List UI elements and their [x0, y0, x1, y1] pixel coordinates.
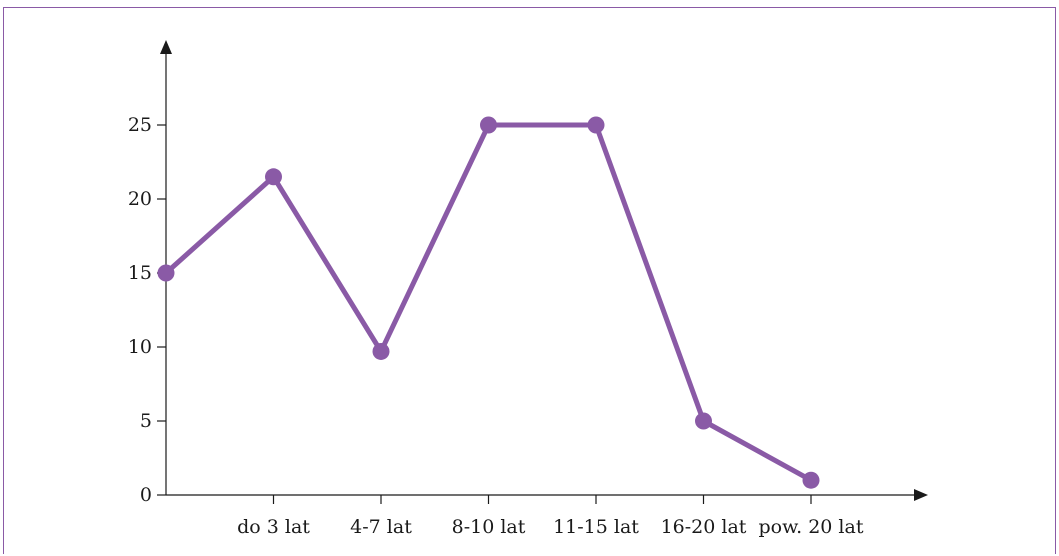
data-point — [802, 471, 820, 489]
y-tick-label: 10 — [128, 336, 152, 358]
data-point — [372, 342, 390, 360]
y-tick-label: 5 — [140, 410, 152, 432]
series-line — [163, 122, 814, 483]
data-point — [480, 116, 497, 134]
y-ticks: 0 5 10 15 20 25 — [128, 114, 166, 506]
x-axis-arrow-icon — [914, 489, 928, 501]
data-point — [157, 264, 175, 282]
x-tick-label: 16-20 lat — [661, 516, 747, 538]
data-point — [587, 116, 605, 134]
y-tick-label: 0 — [140, 484, 152, 506]
data-point — [265, 168, 282, 186]
x-tick-label: 4-7 lat — [350, 516, 412, 538]
x-ticks: do 3 lat 4-7 lat 8-10 lat 11-15 lat 16-20 la… — [237, 495, 864, 538]
y-tick-label: 25 — [128, 114, 152, 136]
x-tick-label: do 3 lat — [237, 516, 310, 538]
data-point — [695, 412, 712, 430]
x-tick-label: 11-15 lat — [553, 516, 639, 538]
x-tick-label: 8-10 lat — [452, 516, 526, 538]
x-tick-label: pow. 20 lat — [759, 516, 864, 538]
y-axis-arrow-icon — [160, 40, 172, 54]
chart-frame — [3, 7, 1056, 554]
series — [157, 116, 820, 489]
y-tick-label: 15 — [128, 262, 152, 284]
y-tick-label: 20 — [128, 188, 152, 210]
axes — [160, 40, 928, 501]
